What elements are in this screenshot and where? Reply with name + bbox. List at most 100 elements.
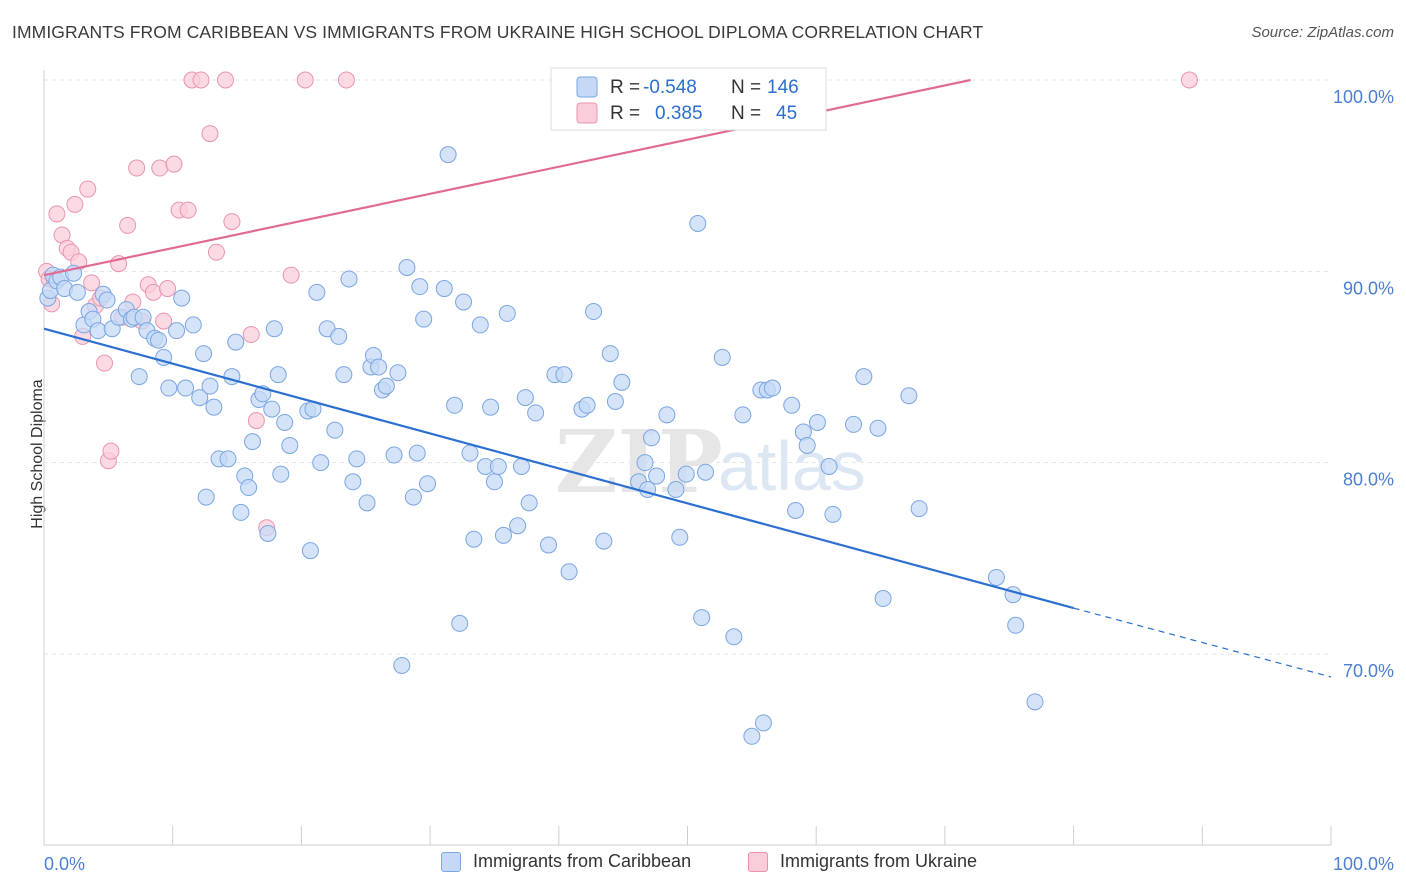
caribbean-point (451, 614, 469, 632)
caribbean-point (824, 505, 842, 523)
x-tick-label-min: 0.0% (44, 854, 85, 874)
legend-r-label-0: R = (610, 77, 640, 98)
caribbean-point (1007, 616, 1025, 634)
x-ticks (43, 826, 1332, 845)
caribbean-point (900, 387, 918, 405)
caribbean-point (404, 488, 422, 506)
caribbean-point (195, 345, 213, 363)
y-tick-label: 100.0% (1333, 87, 1394, 107)
legend-n-value-1: 45 (776, 103, 797, 124)
ukraine-point (48, 205, 66, 223)
caribbean-point (415, 310, 433, 328)
legend-swatch-ukraine-bottom (748, 851, 768, 872)
caribbean-point (259, 524, 277, 542)
caribbean-point (89, 322, 107, 340)
ukraine-point (128, 159, 146, 177)
trend-line-caribbean (43, 327, 1074, 610)
caribbean-point (743, 727, 761, 745)
caribbean-point (150, 331, 168, 349)
ukraine-point (159, 280, 177, 298)
caribbean-point (205, 398, 223, 416)
ukraine-point (247, 412, 265, 430)
caribbean-point (130, 368, 148, 386)
watermark-atlas: atlas (718, 427, 866, 505)
caribbean-point (560, 563, 578, 581)
caribbean-point (272, 465, 290, 483)
caribbean-point (667, 480, 685, 498)
caribbean-point (191, 389, 209, 407)
caribbean-point (855, 368, 873, 386)
caribbean-point (498, 304, 516, 322)
legend-r-label-1: R = (610, 103, 640, 124)
caribbean-point (910, 500, 928, 518)
caribbean-point (173, 289, 191, 307)
caribbean-point (485, 473, 503, 491)
caribbean-point (227, 333, 245, 351)
caribbean-point (820, 457, 838, 475)
caribbean-point (263, 400, 281, 418)
caribbean-point (184, 316, 202, 334)
caribbean-point (308, 283, 326, 301)
trend-line-caribbean-extension (1073, 607, 1332, 678)
caribbean-point (613, 373, 631, 391)
caribbean-point (606, 392, 624, 410)
caribbean-point (527, 404, 545, 422)
caribbean-point (595, 532, 613, 550)
legend-item-ukraine[interactable]: Immigrants from Ukraine (748, 851, 977, 872)
caribbean-point (455, 293, 473, 311)
caribbean-point (783, 396, 801, 414)
legend-item-caribbean[interactable]: Immigrants from Caribbean (441, 851, 691, 872)
caribbean-point (763, 379, 781, 397)
caribbean-point (68, 283, 86, 301)
ukraine-point (179, 201, 197, 219)
y-tick-label: 80.0% (1343, 470, 1394, 490)
caribbean-point (808, 413, 826, 431)
ukraine-point (83, 274, 101, 292)
caribbean-point (160, 379, 178, 397)
grid-lines (44, 79, 1331, 655)
caribbean-point (578, 396, 596, 414)
legend-n-value-0: 146 (767, 77, 799, 98)
caribbean-point (98, 291, 116, 309)
caribbean-point (734, 406, 752, 424)
caribbean-point (240, 479, 258, 497)
caribbean-point (276, 413, 294, 431)
series-caribbean-points (39, 146, 1044, 745)
caribbean-point (648, 467, 666, 485)
ukraine-point (282, 266, 300, 284)
chart-source: Source: ZipAtlas.com (1251, 24, 1394, 41)
caribbean-point (869, 419, 887, 437)
ukraine-point (192, 71, 210, 89)
legend-label-ukraine: Immigrants from Ukraine (780, 851, 978, 871)
ukraine-point (242, 325, 260, 343)
caribbean-point (601, 345, 619, 363)
caribbean-point (494, 526, 512, 544)
ukraine-point (296, 71, 314, 89)
caribbean-point (335, 366, 353, 384)
caribbean-point (312, 454, 330, 472)
caribbean-point (398, 259, 416, 277)
caribbean-point (177, 379, 195, 397)
legend-r-value-1: 0.385 (655, 103, 703, 124)
ukraine-point (1180, 71, 1198, 89)
trend-line-ukraine (43, 78, 971, 277)
legend-bottom: Immigrants from Caribbean Immigrants fro… (0, 851, 1406, 879)
y-tick-label: 70.0% (1343, 661, 1394, 681)
ukraine-point (95, 354, 113, 372)
caribbean-point (520, 494, 538, 512)
caribbean-point (677, 465, 695, 483)
legend-n-label-1: N = (731, 103, 761, 124)
legend-r-value-0: -0.548 (643, 77, 697, 98)
caribbean-point (446, 396, 464, 414)
caribbean-point (725, 628, 743, 646)
caribbean-point (697, 463, 715, 481)
legend-label-caribbean: Immigrants from Caribbean (473, 851, 692, 871)
watermark: ZIP atlas (555, 412, 866, 513)
ukraine-point (337, 71, 355, 89)
caribbean-point (658, 406, 676, 424)
caribbean-point (585, 303, 603, 321)
ukraine-point (216, 71, 234, 89)
legend-swatch-caribbean-bottom (441, 851, 461, 872)
caribbean-point (713, 348, 731, 366)
